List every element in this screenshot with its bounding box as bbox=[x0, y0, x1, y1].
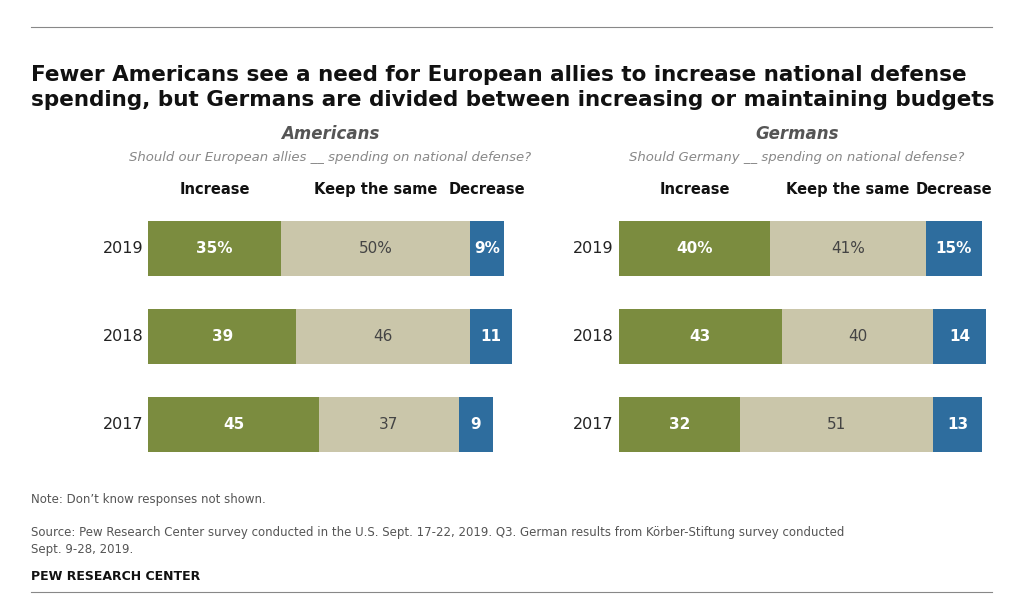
Text: 2017: 2017 bbox=[102, 417, 143, 432]
Bar bbox=[148, 397, 319, 452]
Text: Keep the same: Keep the same bbox=[787, 182, 909, 197]
Text: 2017: 2017 bbox=[573, 417, 614, 432]
Text: Germans: Germans bbox=[755, 125, 839, 143]
Text: Decrease: Decrease bbox=[449, 182, 526, 197]
Bar bbox=[740, 397, 933, 452]
Text: 40%: 40% bbox=[676, 241, 713, 256]
Text: 35%: 35% bbox=[196, 241, 233, 256]
Bar bbox=[470, 221, 504, 276]
Text: 11: 11 bbox=[481, 329, 501, 344]
Bar bbox=[619, 310, 782, 364]
Bar bbox=[782, 310, 933, 364]
Text: 14: 14 bbox=[949, 329, 970, 344]
Text: 9%: 9% bbox=[475, 241, 500, 256]
Text: 2018: 2018 bbox=[573, 329, 614, 344]
Bar bbox=[926, 221, 982, 276]
Text: Should our European allies __ spending on national defense?: Should our European allies __ spending o… bbox=[129, 151, 531, 164]
Text: 37: 37 bbox=[379, 417, 398, 432]
Text: 32: 32 bbox=[669, 417, 691, 432]
Bar bbox=[280, 221, 470, 276]
Text: Note: Don’t know responses not shown.: Note: Don’t know responses not shown. bbox=[31, 493, 265, 506]
Text: Fewer Americans see a need for European allies to increase national defense
spen: Fewer Americans see a need for European … bbox=[31, 65, 994, 110]
Bar bbox=[319, 397, 458, 452]
Text: Source: Pew Research Center survey conducted in the U.S. Sept. 17-22, 2019. Q3. : Source: Pew Research Center survey condu… bbox=[31, 526, 844, 556]
Text: 51: 51 bbox=[827, 417, 846, 432]
Text: 2019: 2019 bbox=[102, 241, 143, 256]
Text: PEW RESEARCH CENTER: PEW RESEARCH CENTER bbox=[31, 570, 199, 583]
Text: 43: 43 bbox=[690, 329, 711, 344]
Text: Americans: Americans bbox=[281, 125, 380, 143]
Text: 2019: 2019 bbox=[573, 241, 614, 256]
Bar bbox=[770, 221, 926, 276]
Text: 50%: 50% bbox=[358, 241, 393, 256]
Text: 9: 9 bbox=[471, 417, 481, 432]
Text: 41%: 41% bbox=[831, 241, 864, 256]
Text: 2018: 2018 bbox=[102, 329, 143, 344]
Text: Decrease: Decrease bbox=[916, 182, 992, 197]
Text: 46: 46 bbox=[373, 329, 393, 344]
Bar bbox=[148, 310, 296, 364]
Bar bbox=[933, 397, 982, 452]
Bar bbox=[619, 397, 740, 452]
Bar bbox=[296, 310, 470, 364]
Text: 40: 40 bbox=[848, 329, 868, 344]
Text: 15%: 15% bbox=[936, 241, 972, 256]
Text: Increase: Increase bbox=[660, 182, 729, 197]
Text: 39: 39 bbox=[212, 329, 233, 344]
Bar bbox=[933, 310, 986, 364]
Bar bbox=[148, 221, 280, 276]
Bar bbox=[458, 397, 493, 452]
Text: Increase: Increase bbox=[179, 182, 250, 197]
Text: Should Germany __ spending on national defense?: Should Germany __ spending on national d… bbox=[629, 151, 965, 164]
Text: 45: 45 bbox=[223, 417, 244, 432]
Text: Keep the same: Keep the same bbox=[314, 182, 437, 197]
Text: 13: 13 bbox=[947, 417, 968, 432]
Bar bbox=[470, 310, 512, 364]
Bar bbox=[619, 221, 770, 276]
